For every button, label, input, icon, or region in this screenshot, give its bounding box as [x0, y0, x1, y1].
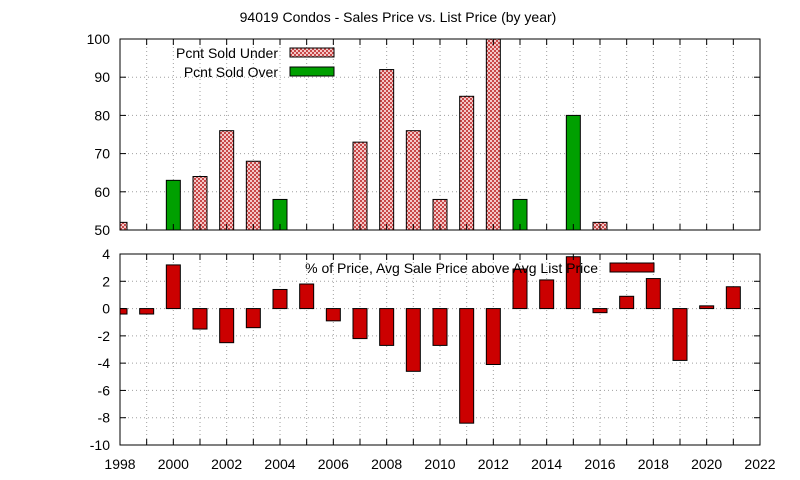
- bottom-ytick-label: -6: [98, 382, 111, 398]
- legend-label-pct: % of Price, Avg Sale Price above Avg Lis…: [305, 260, 598, 276]
- bottom-legend: % of Price, Avg Sale Price above Avg Lis…: [305, 260, 655, 276]
- top-ytick-label: 60: [94, 184, 110, 200]
- bar-pct-above-list: [119, 308, 128, 315]
- bar-sold-under: [459, 95, 475, 231]
- bottom-panel: -10 -8 -6 -4 -2 0 2 4 1998 2000 2002 2004 2006 2008 20…: [90, 246, 776, 472]
- bottom-xtick-label: 2000: [158, 456, 189, 472]
- bottom-xtick-label: 2014: [531, 456, 562, 472]
- bar-pct-above-list: [165, 264, 181, 310]
- bar-sold-under: [119, 221, 128, 231]
- bottom-ytick-label: 4: [102, 246, 110, 262]
- bottom-xtick-label: 2006: [318, 456, 349, 472]
- bar-sold-under: [219, 130, 235, 231]
- bottom-ytick-label: -2: [98, 328, 111, 344]
- bar-sold-under: [485, 38, 501, 231]
- bottom-xtick-label: 2002: [211, 456, 242, 472]
- bar-pct-above-list: [405, 308, 421, 372]
- top-ytick-label: 90: [94, 69, 110, 85]
- bottom-xtick-label: 2022: [744, 456, 775, 472]
- bar-pct-above-list: [592, 308, 608, 314]
- bar-pct-above-list: [272, 288, 288, 310]
- legend-label-over: Pcnt Sold Over: [184, 64, 278, 80]
- bottom-grid: [120, 254, 760, 445]
- bar-pct-above-list: [352, 308, 368, 340]
- bottom-xtick-label: 2004: [264, 456, 295, 472]
- bar-pct-above-list: [645, 278, 661, 310]
- bottom-xtick-label: 1998: [104, 456, 135, 472]
- bar-sold-under: [192, 176, 208, 231]
- bottom-xtick-label: 2016: [584, 456, 615, 472]
- bottom-ytick-label: -10: [90, 437, 110, 453]
- bottom-ytick-label: 0: [102, 301, 110, 317]
- bar-pct-above-list: [619, 295, 635, 310]
- top-grid: [120, 39, 760, 230]
- bar-sold-under: [245, 160, 261, 231]
- top-ytick-label: 80: [94, 107, 110, 123]
- bottom-ytick-label: -4: [98, 355, 111, 371]
- legend-swatch-over: [289, 66, 335, 77]
- bottom-xtick-label: 2018: [638, 456, 669, 472]
- bar-pct-above-list: [485, 308, 501, 366]
- bottom-xtick-label: 2008: [371, 456, 402, 472]
- bar-pct-above-list: [459, 308, 475, 424]
- bar-pct-above-list: [672, 308, 688, 361]
- bar-pct-above-list: [139, 308, 155, 315]
- top-ticks: 50 60 70 80 90 100: [87, 31, 761, 238]
- bottom-ytick-label: -8: [98, 410, 111, 426]
- top-panel: 50 60 70 80 90 100 Pcnt Sold Under Pcnt Sold …: [87, 31, 761, 238]
- bar-pct-above-list: [245, 308, 261, 329]
- bar-pct-above-list: [432, 308, 448, 346]
- legend-label-under: Pcnt Sold Under: [176, 45, 278, 61]
- top-legend: Pcnt Sold Under Pcnt Sold Over: [176, 45, 335, 80]
- bar-pct-above-list: [192, 308, 208, 330]
- bottom-xtick-label: 2010: [424, 456, 455, 472]
- bar-pct-above-list: [725, 286, 741, 310]
- bar-sold-under: [352, 141, 368, 231]
- bar-pct-above-list: [299, 283, 315, 310]
- top-ytick-label: 50: [94, 222, 110, 238]
- legend-swatch-under: [289, 47, 335, 58]
- bottom-bars: [119, 256, 741, 424]
- bar-sold-over: [165, 179, 181, 231]
- legend-swatch-pct: [609, 262, 655, 273]
- bar-sold-under: [405, 130, 421, 231]
- bar-pct-above-list: [539, 279, 555, 310]
- bar-pct-above-list: [512, 268, 528, 310]
- top-ytick-label: 100: [87, 31, 111, 47]
- bar-pct-above-list: [379, 308, 395, 346]
- top-bars: [119, 38, 608, 231]
- bottom-xtick-label: 2020: [691, 456, 722, 472]
- bottom-ticks: -10 -8 -6 -4 -2 0 2 4 1998 2000 2002 2004 2006 2008 20…: [90, 246, 776, 472]
- bar-pct-above-list: [699, 305, 715, 310]
- chart-title: 94019 Condos - Sales Price vs. List Pric…: [240, 9, 557, 25]
- top-ytick-label: 70: [94, 146, 110, 162]
- bar-pct-above-list: [219, 308, 235, 344]
- bar-sold-over: [565, 114, 581, 231]
- bar-pct-above-list: [325, 308, 341, 322]
- bar-sold-under: [379, 69, 395, 231]
- bottom-xtick-label: 2012: [478, 456, 509, 472]
- bottom-ytick-label: 2: [102, 273, 110, 289]
